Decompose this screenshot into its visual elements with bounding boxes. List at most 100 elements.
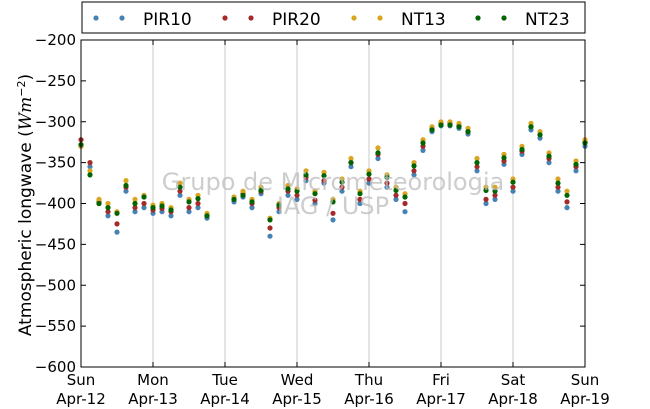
data-point (564, 192, 570, 198)
data-point (177, 192, 183, 198)
data-point (168, 207, 174, 213)
data-point (465, 129, 471, 135)
data-point (321, 173, 327, 179)
data-point (501, 155, 507, 161)
watermark-line-1: Grupo de Micrometeorologia (162, 168, 504, 196)
data-point (384, 184, 390, 190)
data-point (249, 205, 255, 211)
data-point (420, 147, 426, 153)
data-point (555, 188, 561, 194)
data-point (438, 122, 444, 128)
data-point (312, 197, 318, 203)
y-tick-label: −600 (35, 358, 76, 376)
data-point (186, 209, 192, 215)
data-point (132, 209, 138, 215)
data-point (339, 184, 345, 190)
x-tick-label-day: Thu (354, 371, 383, 389)
data-point (132, 205, 138, 211)
data-point (411, 172, 417, 178)
y-tick-label: −550 (35, 317, 76, 335)
data-point (321, 178, 327, 184)
data-point (357, 191, 363, 197)
legend-marker-3a (475, 15, 481, 21)
legend-marker-0b (119, 15, 125, 21)
data-point (366, 180, 372, 186)
data-point (510, 184, 516, 190)
data-point (132, 196, 138, 202)
data-point (105, 213, 111, 219)
data-point (537, 132, 543, 138)
legend-label-1: PIR20 (272, 10, 321, 30)
data-point (573, 168, 579, 174)
y-tick-label: −300 (35, 113, 76, 131)
data-point (492, 196, 498, 202)
legend-entry-2: NT13 (351, 10, 446, 30)
data-point (546, 160, 552, 166)
data-point (564, 188, 570, 194)
legend-marker-2b (377, 15, 383, 21)
x-tick-label-date: Apr-19 (560, 390, 610, 408)
data-point (492, 184, 498, 190)
x-tick-label-day: Mon (137, 371, 169, 389)
data-point (474, 168, 480, 174)
data-point (294, 192, 300, 198)
data-point (375, 145, 381, 151)
data-point (393, 187, 399, 193)
data-point (123, 178, 129, 184)
x-tick-label-date: Apr-16 (344, 390, 394, 408)
data-point (339, 179, 345, 185)
y-axis-label-text: Atmospheric longwave ( (16, 130, 36, 336)
x-tick-label-day: Sun (67, 371, 96, 389)
x-tick-label-date: Apr-13 (128, 390, 178, 408)
legend-marker-1a (222, 15, 228, 21)
data-point (483, 187, 489, 193)
data-point (366, 171, 372, 177)
data-point (168, 213, 174, 219)
legend: PIR10 PIR20 NT13 NT23 (81, 1, 586, 34)
data-point (357, 196, 363, 202)
data-point (555, 184, 561, 190)
data-point (96, 200, 102, 207)
data-point (276, 202, 282, 208)
x-tick-label-day: Tue (211, 371, 238, 389)
data-point (357, 200, 363, 207)
data-points (78, 119, 588, 239)
data-point (267, 225, 273, 231)
data-point (546, 153, 552, 159)
x-tick-label-day: Fri (432, 371, 450, 389)
x-axis: SunApr-12MonApr-13TueApr-14WedApr-15ThuA… (56, 40, 610, 408)
data-point (195, 200, 201, 207)
y-tick-label: −450 (35, 235, 76, 253)
data-point (267, 233, 273, 239)
data-point (573, 161, 579, 167)
y-axis-label-exponent: −2 (15, 80, 28, 96)
data-point (132, 200, 138, 207)
data-point (105, 200, 111, 207)
y-tick-label: −350 (35, 154, 76, 172)
data-point (303, 168, 309, 174)
x-tick-label-day: Sun (571, 371, 600, 389)
data-point (87, 172, 93, 178)
data-point (510, 179, 516, 185)
legend-label-2: NT13 (401, 10, 446, 30)
data-point (294, 196, 300, 202)
data-point (492, 188, 498, 194)
data-point (177, 180, 183, 186)
x-tick-label-day: Wed (281, 371, 314, 389)
data-point (483, 200, 489, 207)
data-point (519, 146, 525, 153)
data-point (177, 188, 183, 194)
data-point (348, 164, 354, 170)
data-point (303, 172, 309, 178)
legend-entry-0: PIR10 (93, 10, 192, 30)
x-tick-label-date: Apr-17 (416, 390, 466, 408)
data-point (141, 194, 147, 200)
data-point (564, 199, 570, 205)
x-tick-label-date: Apr-12 (56, 390, 106, 408)
data-point (411, 168, 417, 174)
data-point (294, 188, 300, 194)
grid (152, 40, 514, 367)
data-point (474, 160, 480, 166)
legend-marker-2a (351, 15, 357, 21)
